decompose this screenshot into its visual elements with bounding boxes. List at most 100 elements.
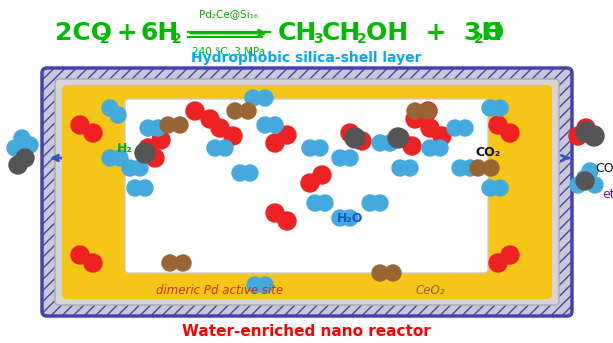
- Text: H₂O: H₂O: [337, 212, 363, 225]
- Circle shape: [84, 124, 102, 142]
- Circle shape: [470, 160, 486, 176]
- Text: 2CO: 2CO: [55, 21, 112, 45]
- Circle shape: [102, 150, 118, 166]
- Circle shape: [462, 160, 478, 176]
- Text: 3: 3: [313, 32, 322, 46]
- FancyBboxPatch shape: [62, 85, 552, 299]
- Circle shape: [372, 265, 388, 281]
- Circle shape: [150, 120, 166, 136]
- Circle shape: [584, 126, 604, 146]
- Circle shape: [403, 137, 421, 155]
- Circle shape: [419, 102, 437, 120]
- Circle shape: [372, 195, 388, 211]
- Circle shape: [232, 165, 248, 181]
- Circle shape: [332, 150, 348, 166]
- Circle shape: [140, 120, 156, 136]
- Circle shape: [312, 140, 328, 156]
- Circle shape: [217, 140, 233, 156]
- Text: O: O: [483, 21, 504, 45]
- FancyBboxPatch shape: [125, 99, 488, 273]
- Text: ethanol: ethanol: [602, 189, 613, 201]
- Circle shape: [172, 117, 188, 133]
- Circle shape: [313, 166, 331, 184]
- Circle shape: [489, 254, 507, 272]
- Circle shape: [433, 127, 451, 145]
- Circle shape: [392, 160, 408, 176]
- Circle shape: [242, 165, 258, 181]
- Circle shape: [146, 149, 164, 167]
- Circle shape: [501, 124, 519, 142]
- Circle shape: [382, 135, 398, 151]
- Text: CH: CH: [278, 21, 318, 45]
- Circle shape: [139, 139, 157, 157]
- Circle shape: [391, 129, 409, 147]
- Text: CH: CH: [322, 21, 361, 45]
- Circle shape: [132, 160, 148, 176]
- Circle shape: [406, 110, 424, 128]
- Circle shape: [332, 210, 348, 226]
- Text: Water-enriched nano reactor: Water-enriched nano reactor: [181, 323, 430, 339]
- Circle shape: [570, 177, 586, 193]
- Circle shape: [576, 122, 596, 142]
- Circle shape: [127, 180, 143, 196]
- Circle shape: [388, 128, 408, 148]
- Circle shape: [489, 116, 507, 134]
- FancyBboxPatch shape: [42, 68, 572, 316]
- Circle shape: [71, 116, 89, 134]
- Circle shape: [457, 120, 473, 136]
- Circle shape: [135, 143, 155, 163]
- Circle shape: [9, 156, 27, 174]
- Circle shape: [266, 204, 284, 222]
- Circle shape: [353, 132, 371, 150]
- Circle shape: [302, 140, 318, 156]
- Circle shape: [227, 103, 243, 119]
- Circle shape: [175, 255, 191, 271]
- Text: 2: 2: [100, 32, 110, 46]
- Circle shape: [569, 127, 587, 145]
- Circle shape: [245, 90, 261, 106]
- Circle shape: [122, 160, 138, 176]
- Circle shape: [137, 180, 153, 196]
- Text: CO₂: CO₂: [476, 146, 501, 159]
- Circle shape: [211, 119, 229, 137]
- Text: 6H: 6H: [140, 21, 178, 45]
- Circle shape: [492, 100, 508, 116]
- Circle shape: [577, 119, 595, 137]
- Text: CO₂: CO₂: [595, 162, 613, 175]
- Circle shape: [587, 177, 603, 193]
- Circle shape: [372, 135, 388, 151]
- Circle shape: [14, 130, 30, 146]
- Circle shape: [420, 103, 436, 119]
- Circle shape: [84, 254, 102, 272]
- Circle shape: [7, 140, 23, 156]
- Circle shape: [342, 150, 358, 166]
- Text: OH  +  3H: OH + 3H: [366, 21, 502, 45]
- Text: +: +: [108, 21, 147, 45]
- Text: dimeric Pd active site: dimeric Pd active site: [156, 284, 284, 297]
- Circle shape: [362, 195, 378, 211]
- Circle shape: [342, 210, 358, 226]
- Circle shape: [201, 110, 219, 128]
- Circle shape: [452, 160, 468, 176]
- Text: H₂: H₂: [117, 142, 133, 154]
- Text: 2: 2: [172, 32, 181, 46]
- Text: CeO₂: CeO₂: [415, 284, 445, 297]
- Circle shape: [577, 170, 593, 186]
- Circle shape: [492, 180, 508, 196]
- Circle shape: [152, 131, 170, 149]
- Circle shape: [432, 140, 448, 156]
- FancyBboxPatch shape: [55, 79, 559, 305]
- Circle shape: [447, 120, 463, 136]
- Circle shape: [160, 117, 176, 133]
- Text: 2: 2: [357, 32, 367, 46]
- Circle shape: [422, 140, 438, 156]
- Circle shape: [278, 126, 296, 144]
- Circle shape: [385, 265, 401, 281]
- Text: 2: 2: [474, 32, 484, 46]
- Circle shape: [267, 117, 283, 133]
- Circle shape: [257, 277, 273, 293]
- Circle shape: [345, 128, 365, 148]
- Circle shape: [247, 277, 263, 293]
- Circle shape: [421, 119, 439, 137]
- Text: Pd₂Ce@Si₁₆: Pd₂Ce@Si₁₆: [199, 9, 259, 19]
